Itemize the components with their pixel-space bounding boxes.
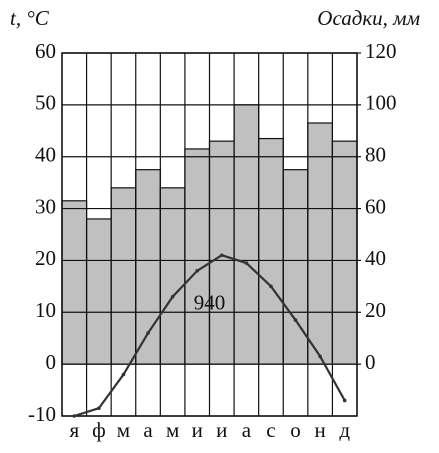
x-tick-label: о [290,418,301,442]
bar [258,137,284,365]
y2-tick-label: 80 [365,143,386,167]
point [293,318,298,322]
temperature-line [73,254,346,418]
bar [282,169,309,365]
x-tick-label: м [166,418,179,442]
point [97,406,101,411]
bar [61,200,88,365]
x-tick-label: я [69,418,79,442]
point [72,414,77,418]
point [342,398,347,403]
x-tick-label: а [242,418,252,442]
y-tick-label: 50 [35,91,56,115]
y2-axis-title: Осадки, мм [317,6,420,30]
plot-frame [61,52,358,417]
bar [307,122,334,365]
y2-tick-label: 40 [365,246,386,270]
x-tick-label: д [339,418,350,442]
y-tick-label: 40 [35,143,56,167]
point [219,253,224,258]
x-tick-label: и [192,418,203,442]
x-tick-label: ф [92,418,106,442]
y-tick-label: 0 [46,350,57,374]
y-tick-label: 30 [35,194,56,218]
y2-tick-label: 0 [365,350,376,374]
y2-tick-label: 120 [365,39,397,63]
y2-tick-label: 60 [365,194,386,218]
bar [208,140,235,365]
x-tick-label: н [315,418,326,442]
point [269,284,273,289]
x-tick-label: и [216,418,227,442]
y2-tick-label: 20 [365,298,386,322]
point [195,269,200,273]
point [318,354,322,359]
point [146,331,150,335]
y-tick-label: 10 [35,298,56,322]
bar [331,140,358,365]
bar [184,148,211,365]
x-tick-label: м [117,418,130,442]
bar [110,187,137,365]
bar [85,218,112,365]
y-tick-label: -10 [28,402,56,426]
x-tick-label: а [143,418,153,442]
bar [159,187,186,365]
y-tick-label: 60 [35,39,56,63]
y-tick-label: 20 [35,246,56,270]
y2-tick-label: 100 [365,91,397,115]
point [170,294,175,299]
point [244,261,249,265]
y-axis-title: t, °C [10,6,50,30]
x-tick-label: с [266,418,275,442]
bar [233,104,260,365]
annotation: 940 [194,290,226,314]
point [121,372,126,377]
